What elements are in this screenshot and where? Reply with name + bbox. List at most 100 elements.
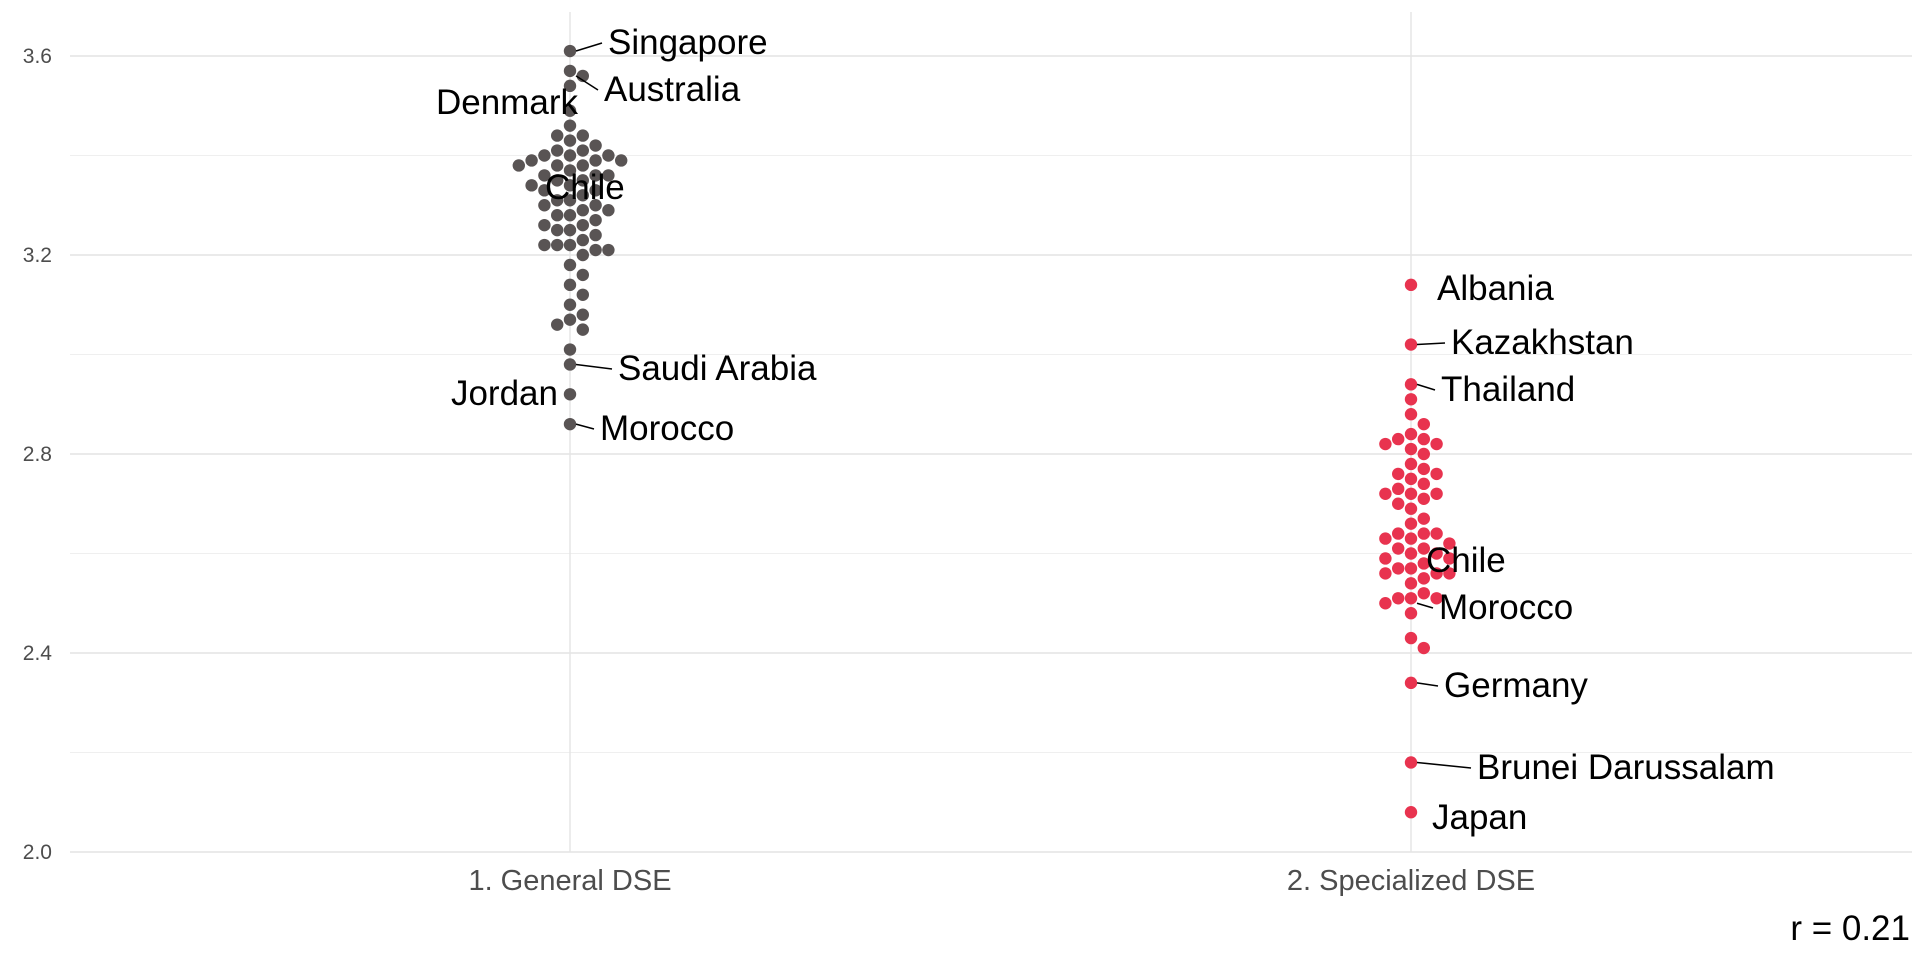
data-point xyxy=(602,149,615,162)
data-point xyxy=(538,238,551,252)
data-point xyxy=(1404,517,1418,530)
data-point xyxy=(538,218,551,232)
label-leader-line xyxy=(575,75,599,91)
data-point xyxy=(1443,567,1456,580)
point-label: Jordan xyxy=(451,374,558,413)
data-point xyxy=(1404,338,1418,351)
data-point xyxy=(1404,442,1418,456)
data-point xyxy=(1379,552,1392,565)
data-point xyxy=(1392,527,1405,540)
data-point xyxy=(1392,482,1405,496)
data-point xyxy=(525,179,538,192)
label-leader-line xyxy=(575,363,613,370)
data-point xyxy=(1430,437,1443,451)
data-point xyxy=(563,313,577,326)
data-point xyxy=(563,417,577,431)
data-point xyxy=(538,169,551,182)
label-leader-line xyxy=(1416,761,1472,769)
data-point xyxy=(1404,502,1418,515)
x-axis-ticks: 1. General DSE 2. Specialized DSE xyxy=(468,865,1535,897)
y-axis-ticks: 2.0 2.4 2.8 3.2 3.6 xyxy=(23,45,53,864)
data-point xyxy=(551,238,564,252)
data-point xyxy=(1417,462,1431,476)
data-point xyxy=(1392,592,1405,605)
data-point xyxy=(1379,532,1392,545)
data-point xyxy=(1417,432,1431,446)
data-point xyxy=(576,308,589,321)
data-point xyxy=(1404,592,1418,605)
data-point xyxy=(1417,512,1431,525)
label-leader-line xyxy=(575,42,603,52)
data-point xyxy=(538,149,551,162)
data-point xyxy=(551,159,564,172)
data-point xyxy=(1417,572,1431,585)
data-point xyxy=(589,199,602,212)
data-point xyxy=(576,268,589,282)
label-leader-line xyxy=(575,423,595,430)
data-point xyxy=(563,64,577,78)
data-point xyxy=(563,238,577,252)
data-point xyxy=(589,184,602,197)
data-point xyxy=(1417,542,1431,555)
data-point xyxy=(576,288,589,301)
data-point xyxy=(551,223,564,237)
data-point xyxy=(1417,587,1431,600)
data-point xyxy=(1404,547,1418,560)
data-point xyxy=(602,169,615,182)
data-point xyxy=(576,204,589,217)
data-point xyxy=(563,119,577,132)
data-point xyxy=(1417,417,1431,431)
data-point xyxy=(1430,527,1443,540)
data-point xyxy=(1404,631,1418,645)
point-label: Australia xyxy=(604,70,741,109)
data-point xyxy=(563,194,577,207)
data-point xyxy=(1404,756,1418,769)
data-point xyxy=(1430,467,1443,481)
data-point xyxy=(1417,641,1431,655)
data-point xyxy=(551,144,564,157)
data-point xyxy=(576,233,589,247)
data-point xyxy=(615,154,628,167)
data-point xyxy=(1404,393,1418,406)
point-labels: Singapore Australia Denmark Chile Saudi Arab… xyxy=(436,23,1775,837)
data-point xyxy=(576,248,589,262)
label-leader-line xyxy=(1416,383,1436,391)
data-point xyxy=(1392,432,1405,446)
point-label: Morocco xyxy=(1439,588,1573,627)
data-point xyxy=(563,358,577,371)
data-point xyxy=(576,174,589,187)
data-point xyxy=(1379,437,1392,451)
data-point xyxy=(1379,567,1392,580)
data-point xyxy=(1417,557,1431,570)
data-point xyxy=(1379,597,1392,610)
data-point xyxy=(1404,676,1418,690)
label-leaders xyxy=(575,42,1472,769)
data-point xyxy=(1404,806,1418,819)
point-label: Kazakhstan xyxy=(1451,323,1634,362)
data-point xyxy=(563,164,577,177)
data-point xyxy=(551,129,564,142)
data-point xyxy=(563,209,577,222)
data-point xyxy=(538,199,551,212)
data-point xyxy=(1430,592,1443,605)
data-point xyxy=(563,79,577,93)
data-point xyxy=(576,144,589,157)
data-point xyxy=(576,189,589,202)
x-tick-label: 1. General DSE xyxy=(468,865,671,897)
data-point xyxy=(1443,537,1456,550)
label-leader-line xyxy=(1416,342,1446,346)
data-point xyxy=(576,159,589,172)
data-point xyxy=(1404,487,1418,500)
data-point xyxy=(1392,562,1405,575)
data-point xyxy=(576,129,589,142)
point-label: Japan xyxy=(1432,798,1527,837)
y-tick-label: 2.0 xyxy=(23,841,52,864)
data-point xyxy=(1430,547,1443,560)
data-point xyxy=(525,154,538,167)
data-point xyxy=(512,159,525,172)
data-point xyxy=(576,323,589,336)
data-point xyxy=(1404,378,1418,391)
data-point xyxy=(1417,447,1431,461)
y-tick-label: 2.8 xyxy=(23,443,52,466)
